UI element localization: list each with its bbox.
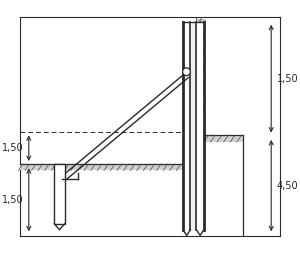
Bar (190, 22, 196, 230)
Bar (196, 19, 206, 142)
Bar (54, 164, 65, 224)
Text: 1,50: 1,50 (2, 195, 23, 205)
Text: 1,50: 1,50 (2, 143, 23, 153)
Bar (20, 164, 183, 170)
Text: 4,50: 4,50 (277, 180, 298, 191)
Bar (204, 135, 243, 142)
Bar (183, 22, 204, 230)
Circle shape (183, 68, 190, 76)
Text: 1,50: 1,50 (277, 74, 298, 84)
